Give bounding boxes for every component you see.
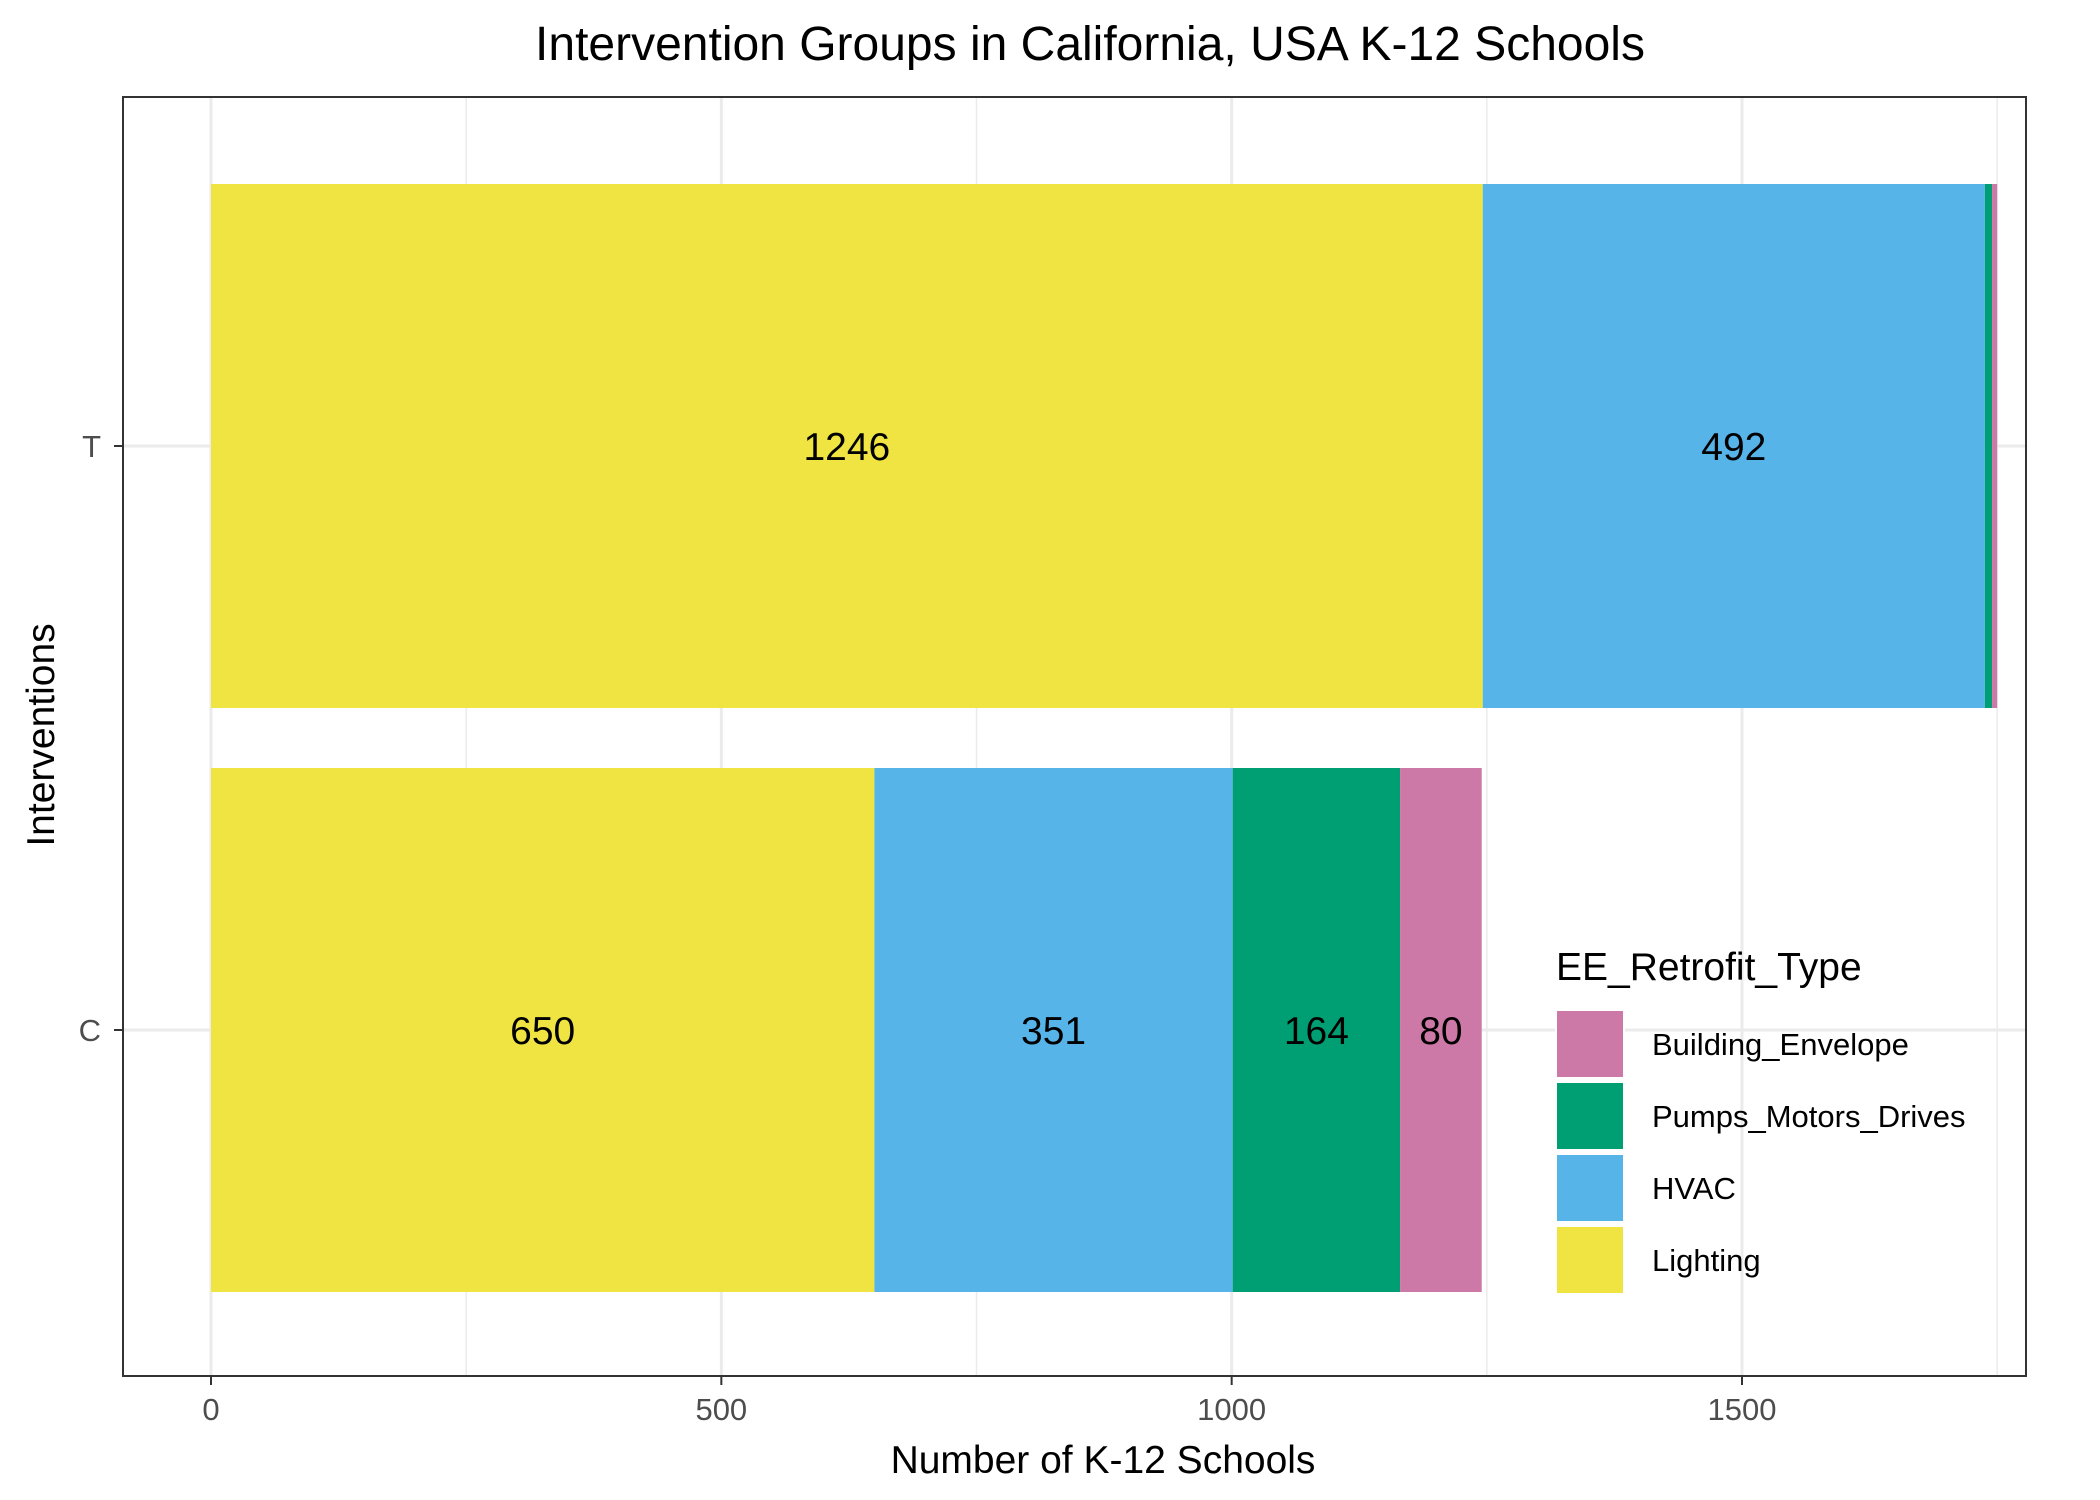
legend-label-Lighting: Lighting — [1652, 1243, 1761, 1278]
legend-label-Pumps_Motors_Drives: Pumps_Motors_Drives — [1652, 1099, 1966, 1134]
bar-label-C-Pumps_Motors_Drives: 164 — [1284, 1010, 1349, 1053]
bar-C-HVAC — [874, 768, 1233, 1292]
x-tick-label-3: 1500 — [1708, 1392, 1777, 1427]
bar-T-Lighting — [211, 184, 1483, 708]
legend-label-Building_Envelope: Building_Envelope — [1652, 1027, 1909, 1062]
bar-C-Building_Envelope — [1400, 768, 1482, 1292]
bar-label-C-Lighting: 650 — [510, 1010, 575, 1053]
bar-label-C-Building_Envelope: 80 — [1419, 1010, 1462, 1053]
legend-title: EE_Retrofit_Type — [1556, 946, 1862, 989]
bar-label-T-HVAC: 492 — [1701, 426, 1766, 469]
y-axis-title: Interventions — [20, 623, 63, 846]
bar-labels-layer: 1246 492 650 351 164 80 — [510, 426, 1766, 1053]
bar-T-Building_Envelope — [1992, 184, 1998, 708]
bar-T-Pumps_Motors_Drives — [1984, 184, 1993, 708]
bar-C-Lighting — [211, 768, 875, 1292]
axes-layer: 0 500 1000 1500 T C — [79, 96, 2027, 1427]
bars-layer — [211, 184, 1998, 1292]
bar-C-Pumps_Motors_Drives — [1232, 768, 1401, 1292]
legend-key-Building_Envelope — [1555, 1009, 1625, 1079]
legend: EE_Retrofit_Type Building_Envelope Pumps_… — [1555, 946, 1966, 1295]
chart-title: Intervention Groups in California, USA K… — [535, 18, 1645, 71]
panel-border — [122, 96, 2027, 1377]
bar-T-HVAC — [1482, 184, 1985, 708]
x-tick-label-2: 1000 — [1197, 1392, 1266, 1427]
bar-label-T-Lighting: 1246 — [803, 426, 890, 469]
y-tick-label-C: C — [79, 1013, 101, 1048]
legend-key-Pumps_Motors_Drives — [1555, 1081, 1625, 1151]
bar-label-C-HVAC: 351 — [1021, 1010, 1086, 1053]
x-tick-label-0: 0 — [202, 1392, 219, 1427]
y-tick-label-T: T — [82, 429, 101, 464]
x-axis-title: Number of K-12 Schools — [891, 1439, 1316, 1482]
legend-label-HVAC: HVAC — [1652, 1171, 1736, 1206]
x-tick-label-1: 500 — [695, 1392, 747, 1427]
legend-key-Lighting — [1555, 1225, 1625, 1295]
legend-key-HVAC — [1555, 1153, 1625, 1223]
